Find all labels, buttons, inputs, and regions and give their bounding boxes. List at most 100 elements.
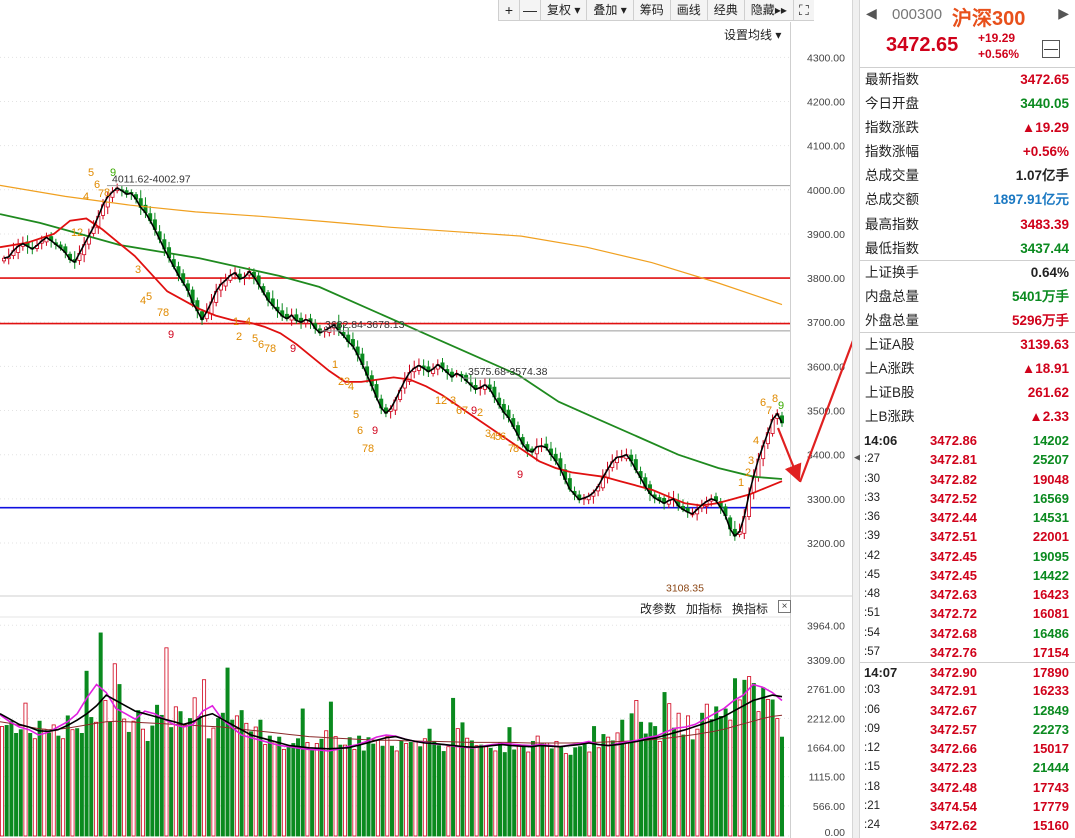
stat-label: 指数涨幅: [865, 144, 919, 160]
tick-row[interactable]: :36 3472.44 14531: [860, 508, 1075, 527]
zoom-in-button[interactable]: +: [498, 0, 519, 21]
td-count-label: 1: [71, 227, 77, 239]
tick-row[interactable]: :24 3472.62 15160: [860, 816, 1075, 835]
stat-label: 上证B股: [865, 385, 915, 401]
tick-row[interactable]: :45 3472.45 14422: [860, 566, 1075, 585]
tick-row[interactable]: :09 3472.57 22273: [860, 720, 1075, 739]
close-icon[interactable]: ×: [778, 600, 792, 613]
tick-time: :39: [864, 530, 880, 543]
tick-row[interactable]: :18 3472.48 17743: [860, 778, 1075, 797]
td-count-label: 7: [462, 405, 468, 417]
quote-panel: ◀ 000300 沪深300 ▶ 3472.65 +19.29 +0.56% —…: [860, 0, 1075, 838]
tick-row[interactable]: :06 3472.67 12849: [860, 701, 1075, 720]
tick-row[interactable]: :12 3472.66 15017: [860, 739, 1075, 758]
toolbar: + — 复权 ▾ 叠加 ▾ 筹码 画线 经典 隐藏▸▸ ⛶: [498, 0, 814, 21]
stat-label: 最新指数: [865, 72, 919, 87]
volume-bar: [737, 699, 742, 837]
tick-price: 3472.45: [930, 548, 977, 564]
volume-averages: [0, 683, 783, 752]
volume-bar: [277, 736, 282, 837]
next-stock-icon[interactable]: ▶: [1058, 5, 1069, 21]
volume-bar: [136, 710, 141, 837]
stat-row: 最新指数 3472.65: [860, 68, 1075, 92]
volume-bar: [610, 740, 615, 837]
tick-row[interactable]: :30 3472.82 19048: [860, 470, 1075, 489]
stat-row: 指数涨跌 ▲19.29: [860, 116, 1075, 140]
overlay-button[interactable]: 叠加 ▾: [586, 0, 632, 21]
stat-value: 0.64%: [1030, 264, 1069, 280]
tick-volume: 16081: [1032, 606, 1069, 622]
zoom-out-button[interactable]: —: [519, 0, 540, 21]
ma-mid-line: [0, 217, 783, 507]
tick-time: :36: [864, 511, 880, 523]
edit-params-button[interactable]: 改参数: [640, 602, 677, 616]
volume-bars: [0, 632, 785, 837]
tick-volume: 12849: [1032, 702, 1069, 718]
tick-row[interactable]: :39 3472.51 22001: [860, 527, 1075, 546]
stat-value: 3437.44: [1020, 240, 1069, 256]
volume-bar: [455, 728, 460, 837]
candles: [2, 183, 785, 541]
price-tick-label: 4200.00: [807, 96, 845, 108]
grid: [0, 22, 852, 838]
adjust-button[interactable]: 复权 ▾: [540, 0, 586, 21]
volume-bar: [98, 632, 103, 837]
volume-bar: [436, 745, 441, 837]
previous-stock-icon[interactable]: ◀: [866, 5, 877, 21]
tick-row[interactable]: :33 3472.52 16569: [860, 489, 1075, 508]
volume-bar: [751, 683, 756, 837]
stat-value: ▲2.33: [1029, 409, 1069, 425]
change-value: +19.29: [978, 31, 1016, 45]
volume-bar: [366, 737, 371, 837]
volume-bar: [573, 747, 578, 837]
chips-button[interactable]: 筹码: [632, 0, 670, 21]
ma-setting-dropdown[interactable]: 设置均线 ▾: [724, 28, 782, 42]
collapse-button[interactable]: —: [1042, 40, 1060, 58]
overlay-label: 叠加: [593, 3, 618, 17]
panel-splitter[interactable]: ◀: [852, 0, 861, 838]
add-indicator-button[interactable]: 加指标: [686, 602, 723, 616]
tick-price: 3472.81: [930, 452, 977, 468]
caret-left-icon[interactable]: ◀: [854, 452, 861, 462]
hide-button[interactable]: 隐藏▸▸: [743, 0, 793, 21]
volume-bar: [530, 740, 535, 837]
tick-row[interactable]: :48 3472.63 16423: [860, 585, 1075, 604]
tick-row[interactable]: :21 3474.54 17779: [860, 797, 1075, 816]
volume-bar: [742, 679, 747, 837]
stat-label: 上A涨跌: [865, 361, 915, 377]
switch-indicator-button[interactable]: 换指标: [732, 602, 769, 616]
draw-button[interactable]: 画线: [669, 0, 707, 21]
volume-bar: [253, 726, 258, 837]
tick-row[interactable]: :57 3472.76 17154: [860, 643, 1075, 662]
volume-bar: [211, 727, 216, 837]
tick-row[interactable]: :54 3472.68 16486: [860, 624, 1075, 643]
volume-bar: [568, 754, 573, 837]
indicator-bar: 改参数 加指标 换指标 ×: [640, 600, 792, 617]
volume-bar: [577, 746, 582, 837]
volume-bar: [169, 727, 174, 837]
fullscreen-icon[interactable]: ⛶: [792, 0, 814, 21]
tick-row[interactable]: :03 3472.91 16233: [860, 681, 1075, 700]
tick-volume: 17743: [1032, 779, 1069, 795]
moving-averages: [0, 184, 783, 538]
tick-row[interactable]: 14:07 3472.90 17890: [860, 662, 1075, 681]
tick-row[interactable]: :15 3472.23 21444: [860, 758, 1075, 777]
volume-bar: [451, 697, 456, 837]
tick-time: :30: [864, 472, 880, 485]
tick-row[interactable]: :27 3472.81 25207: [860, 450, 1075, 469]
tick-row[interactable]: :51 3472.72 16081: [860, 604, 1075, 623]
tick-row[interactable]: :42 3472.45 19095: [860, 547, 1075, 566]
tick-list[interactable]: 14:06 3472.86 14202:27 3472.81 25207:30 3472.…: [860, 431, 1075, 835]
volume-bar: [681, 734, 686, 837]
stat-row: 上B涨跌 ▲2.33: [860, 405, 1075, 429]
tick-row[interactable]: 14:06 3472.86 14202: [860, 431, 1075, 450]
volume-bar: [103, 700, 108, 837]
stock-code: 000300: [892, 6, 943, 23]
classic-button[interactable]: 经典: [706, 0, 744, 21]
tick-time: :57: [864, 645, 880, 658]
volume-bar: [465, 737, 470, 837]
tick-volume: 19048: [1032, 471, 1069, 487]
